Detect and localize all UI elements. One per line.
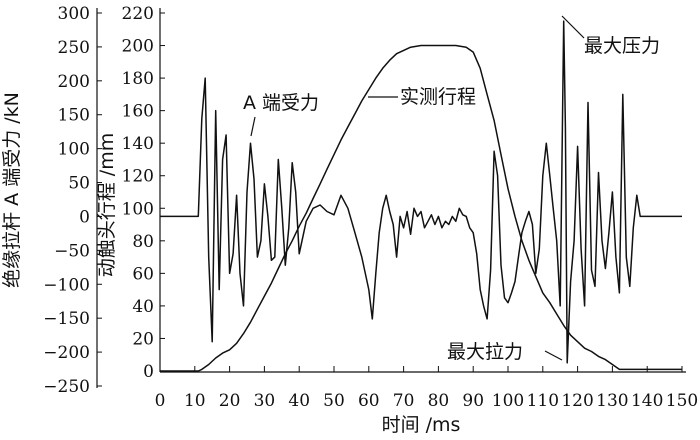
left-y-tick-label: 0 bbox=[79, 207, 90, 227]
series-travel-line bbox=[160, 44, 682, 372]
left-y-tick-label: −50 bbox=[54, 241, 90, 261]
right-y-tick-label: 120 bbox=[122, 167, 154, 187]
left-y-tick-label: 50 bbox=[68, 174, 90, 194]
annotation-max-compression-leader bbox=[561, 15, 585, 39]
right-y-tick-label: 180 bbox=[122, 69, 154, 89]
x-tick-label: 140 bbox=[631, 391, 663, 411]
right-y-tick-label: 140 bbox=[122, 134, 154, 154]
left-y-tick-label: −200 bbox=[43, 343, 90, 363]
x-tick-label: 150 bbox=[666, 391, 698, 411]
x-tick-label: 10 bbox=[184, 391, 206, 411]
x-tick-label: 120 bbox=[561, 391, 593, 411]
series-force-line bbox=[160, 20, 682, 364]
left-y-tick-label: −150 bbox=[43, 309, 90, 329]
right-y-tick-label: 0 bbox=[143, 362, 154, 382]
right-y-tick-label: 60 bbox=[132, 264, 154, 284]
right-y-tick-label: 100 bbox=[122, 199, 154, 219]
left-y-tick-label: 200 bbox=[58, 72, 90, 92]
annotation-max-compression: 最大压力 bbox=[584, 35, 660, 57]
right-axis-title: 动触头行程 /mm bbox=[96, 133, 118, 277]
x-tick-label: 130 bbox=[596, 391, 628, 411]
x-tick-label: 110 bbox=[527, 391, 559, 411]
right-y-tick-label: 20 bbox=[132, 329, 154, 349]
x-tick-label: 0 bbox=[155, 391, 166, 411]
x-tick-label: 60 bbox=[358, 391, 380, 411]
left-y-tick-label: 100 bbox=[58, 140, 90, 160]
left-y-tick-label: 300 bbox=[58, 4, 90, 24]
left-y-tick-label: −250 bbox=[43, 377, 90, 397]
right-y-tick-label: 200 bbox=[122, 37, 154, 57]
annotation-force-leader bbox=[250, 116, 256, 137]
left-y-tick-label: −100 bbox=[43, 275, 90, 295]
right-y-tick-label: 80 bbox=[132, 232, 154, 252]
left-y-tick-label: 150 bbox=[58, 106, 90, 126]
axes: 0 10 20 30 40 50 60 70 80 90 100 110 120 130 140 150020… bbox=[1, 4, 698, 436]
x-axis-title: 时间 /ms bbox=[382, 414, 461, 436]
right-y-tick-label: 40 bbox=[132, 297, 154, 317]
left-y-tick-label: 250 bbox=[58, 38, 90, 58]
left-axis-title: 绝缘拉杆 A 端受力 /kN bbox=[1, 92, 23, 288]
annotation-travel: 实测行程 bbox=[400, 86, 476, 108]
annotation-max-tension-leader bbox=[544, 350, 563, 361]
x-tick-label: 40 bbox=[288, 391, 310, 411]
annotation-max-tension: 最大拉力 bbox=[447, 341, 523, 363]
x-tick-label: 30 bbox=[254, 391, 276, 411]
x-tick-label: 100 bbox=[492, 391, 524, 411]
x-tick-label: 20 bbox=[219, 391, 241, 411]
right-y-tick-label: 220 bbox=[122, 4, 154, 24]
annotation-force: A 端受力 bbox=[243, 92, 319, 114]
right-y-tick-label: 160 bbox=[122, 102, 154, 122]
x-tick-label: 90 bbox=[462, 391, 484, 411]
x-tick-label: 50 bbox=[323, 391, 345, 411]
series-layer bbox=[160, 20, 682, 372]
x-tick-label: 70 bbox=[393, 391, 415, 411]
x-tick-label: 80 bbox=[428, 391, 450, 411]
